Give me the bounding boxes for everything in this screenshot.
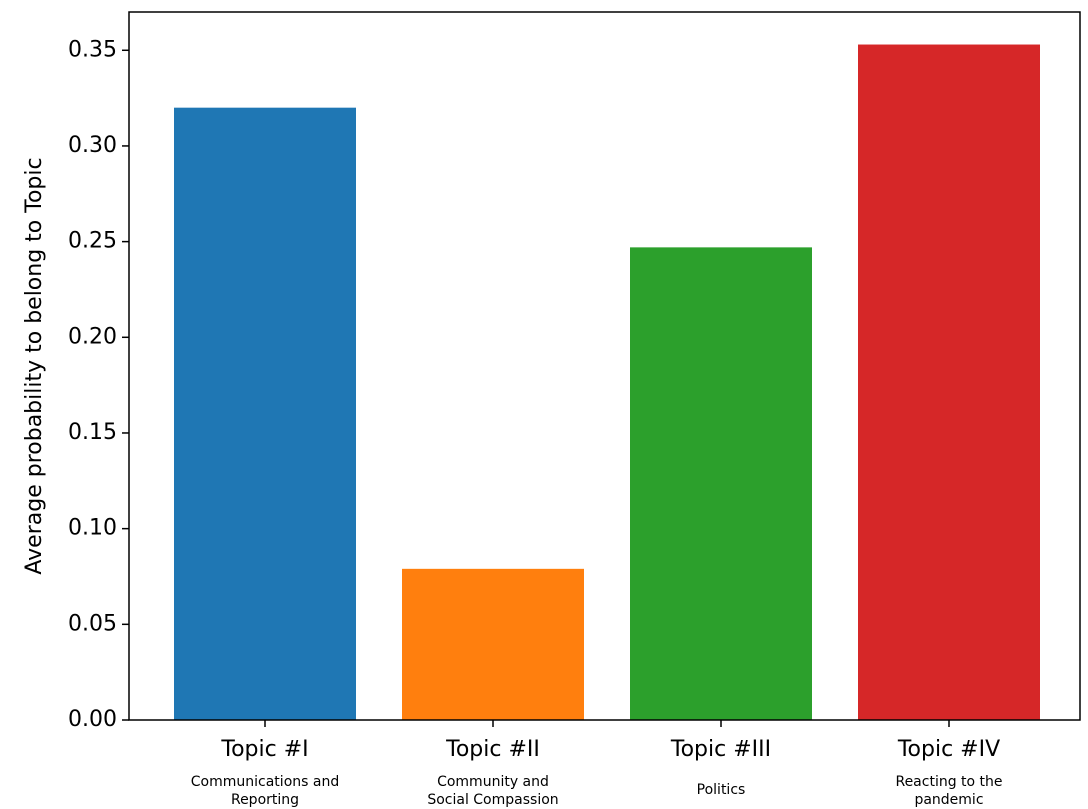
y-tick-label: 0.20 bbox=[68, 324, 117, 349]
x-tick-label: Topic #III bbox=[670, 737, 771, 762]
category-description: Reporting bbox=[231, 792, 299, 808]
category-description: Reacting to the bbox=[895, 774, 1002, 790]
y-tick-label: 0.00 bbox=[68, 707, 117, 732]
x-tick-label: Topic #IV bbox=[897, 737, 1000, 762]
y-tick-label: 0.30 bbox=[68, 133, 117, 158]
category-description: Politics bbox=[697, 782, 746, 798]
y-tick-label: 0.10 bbox=[68, 516, 117, 541]
category-description: pandemic bbox=[914, 792, 983, 808]
bar bbox=[174, 107, 356, 721]
x-tick-label: Topic #I bbox=[220, 737, 308, 762]
category-description: Social Compassion bbox=[427, 792, 558, 808]
y-tick-label: 0.25 bbox=[68, 229, 117, 254]
y-tick-label: 0.35 bbox=[68, 37, 117, 62]
y-tick-label: 0.05 bbox=[68, 611, 117, 636]
y-axis-label: Average probability to belong to Topic bbox=[22, 157, 47, 574]
bar bbox=[858, 44, 1040, 721]
bar bbox=[402, 568, 584, 720]
y-tick-label: 0.15 bbox=[68, 420, 117, 445]
plot-frame bbox=[128, 11, 1081, 721]
category-description: Communications and bbox=[191, 774, 339, 790]
bar bbox=[630, 247, 812, 720]
x-tick-label: Topic #II bbox=[445, 737, 540, 762]
category-description: Community and bbox=[437, 774, 549, 790]
